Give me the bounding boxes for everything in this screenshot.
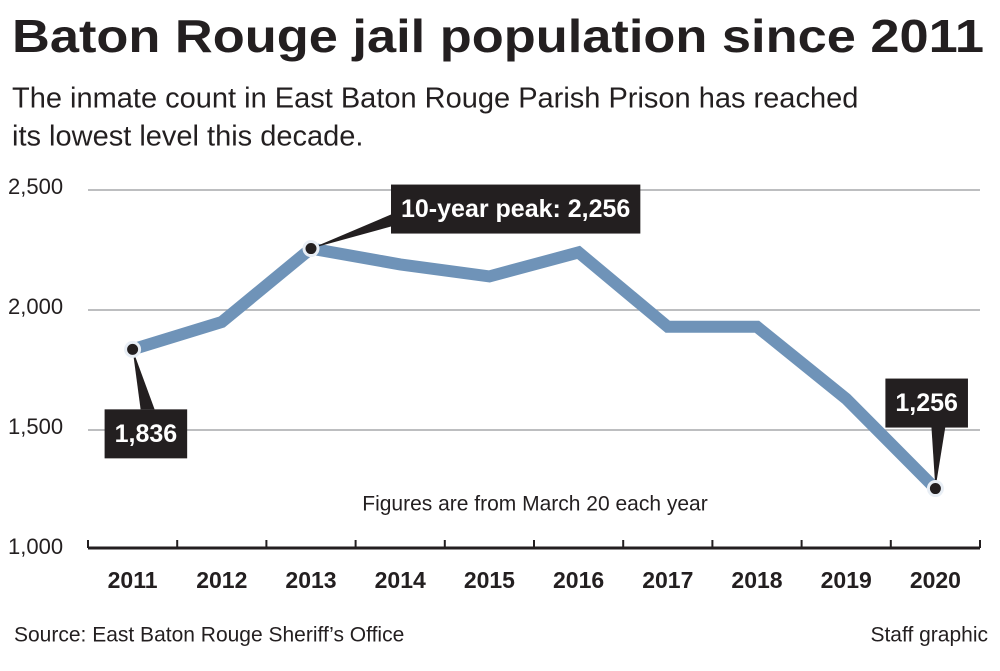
point bbox=[926, 480, 944, 498]
annotation: Figures are from March 20 each year bbox=[362, 493, 707, 516]
data-label: 1,256 bbox=[895, 389, 958, 417]
chart-title: Baton Rouge jail population since 2011 bbox=[12, 10, 984, 62]
callout-pointer bbox=[132, 349, 155, 410]
chart-subtitle: its lowest level this decade. bbox=[12, 121, 363, 153]
line bbox=[130, 242, 940, 493]
credit: Staff graphic bbox=[870, 624, 988, 647]
point bbox=[124, 340, 142, 358]
callout-box bbox=[104, 409, 188, 459]
x-tick-label: 2019 bbox=[821, 567, 872, 593]
x-tick-label: 2016 bbox=[553, 567, 604, 593]
x-tick-label: 2011 bbox=[108, 567, 158, 593]
callout-box bbox=[391, 184, 641, 234]
source: Source: East Baton Rouge Sheriff’s Offic… bbox=[14, 624, 404, 647]
callout-pointer bbox=[931, 426, 946, 489]
x-tick-label: 2020 bbox=[910, 567, 961, 593]
x-tick-label: 2018 bbox=[731, 567, 782, 593]
y-tick-label: 2,500 bbox=[8, 174, 63, 199]
callout-box bbox=[885, 378, 968, 428]
x-tick-label: 2015 bbox=[464, 567, 515, 593]
data-label: 1,836 bbox=[115, 420, 178, 448]
x-tick-label: 2017 bbox=[642, 567, 693, 593]
y-tick-label: 2,000 bbox=[8, 294, 63, 319]
data-label: 10-year peak: 2,256 bbox=[401, 195, 630, 223]
callout-pointer bbox=[311, 214, 391, 249]
y-tick-label: 1,500 bbox=[8, 414, 63, 439]
y-tick-label: 1,000 bbox=[8, 534, 63, 559]
x-tick-label: 2014 bbox=[375, 567, 426, 593]
chart-subtitle: The inmate count in East Baton Rouge Par… bbox=[12, 83, 858, 115]
x-tick-label: 2013 bbox=[285, 567, 336, 593]
x-tick-label: 2012 bbox=[196, 567, 247, 593]
point bbox=[302, 240, 320, 258]
